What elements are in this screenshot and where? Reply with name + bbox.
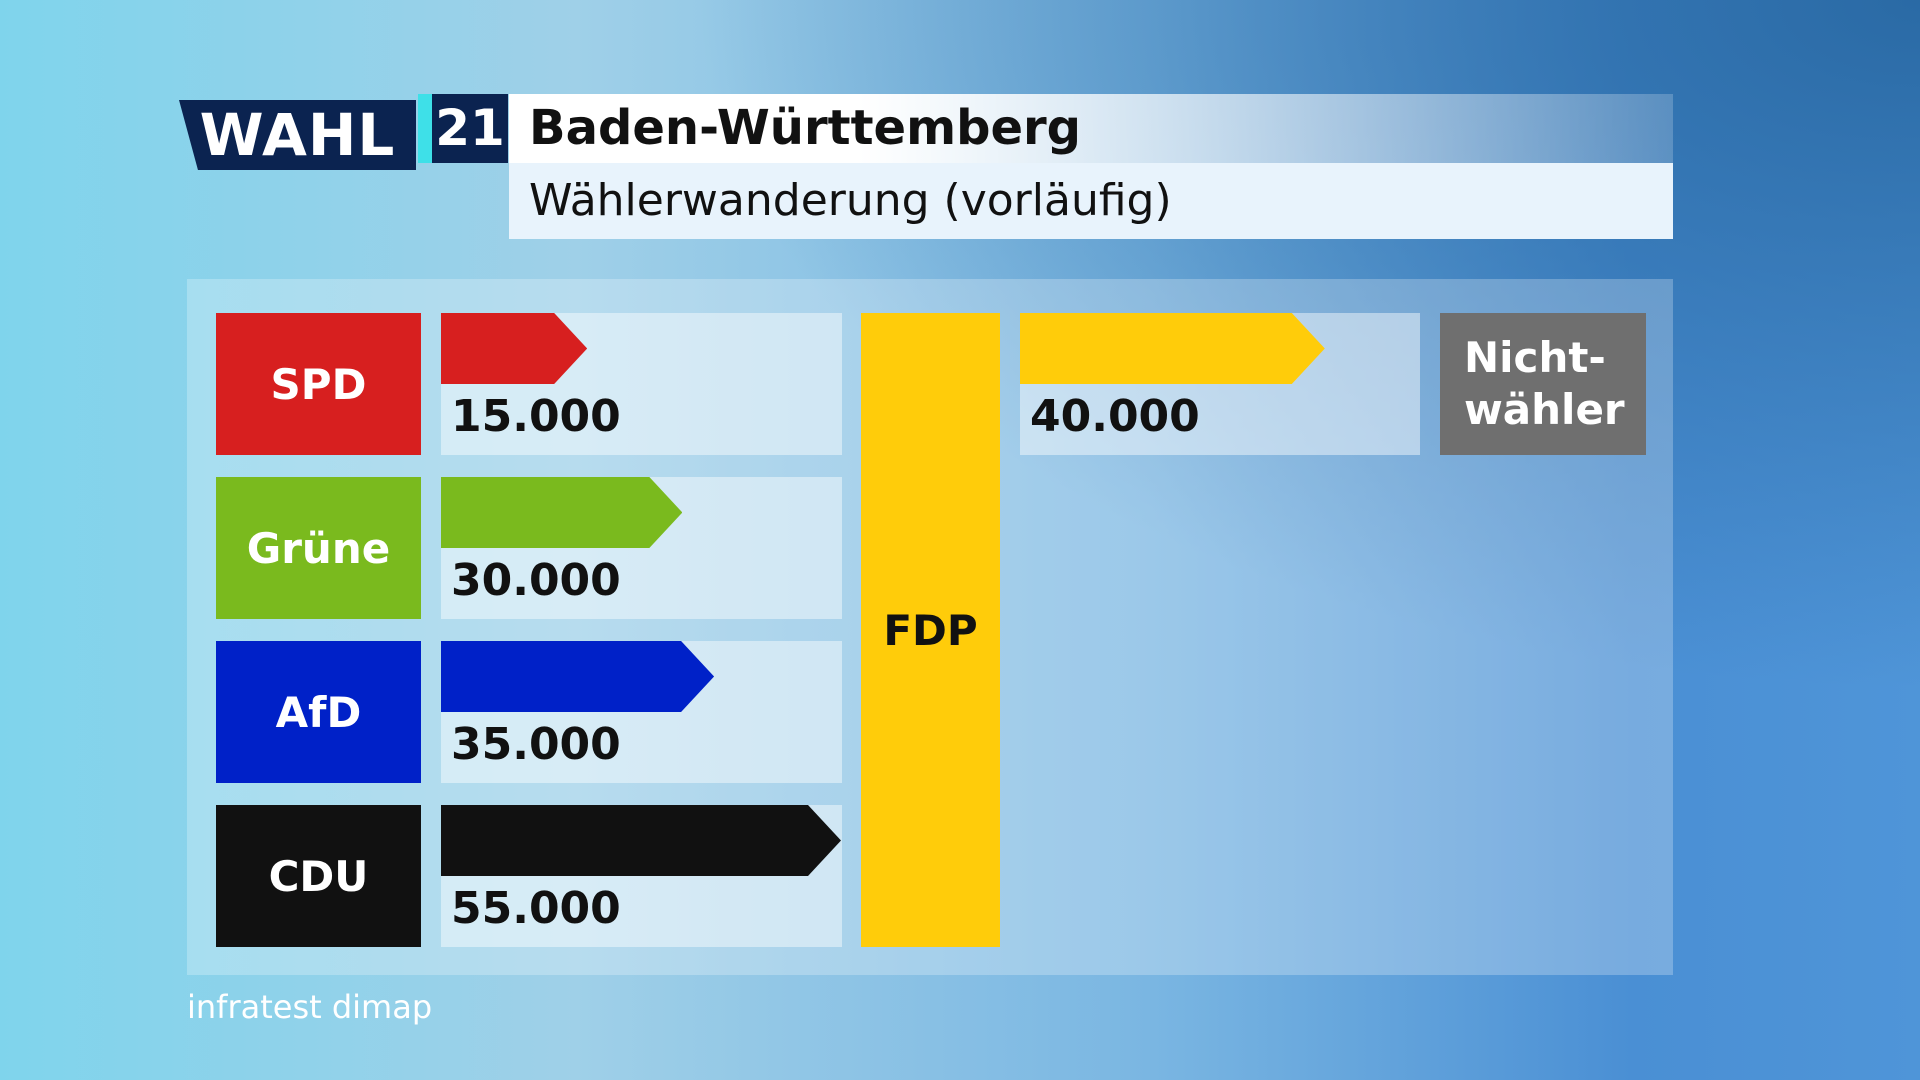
flow-arrow xyxy=(441,313,587,384)
source: infratest dimap xyxy=(187,988,433,1026)
value-label: 15.000 xyxy=(451,391,621,442)
value-label: 35.000 xyxy=(451,719,621,770)
flow-arrow xyxy=(441,805,841,876)
flow-arrow xyxy=(1020,313,1325,384)
value-label: 30.000 xyxy=(451,555,621,606)
target-box: FDP xyxy=(861,313,1000,947)
flow-arrow xyxy=(441,477,682,548)
flow-arrow xyxy=(441,641,714,712)
title: Baden-Württemberg xyxy=(509,94,1673,163)
logo-number: 21 xyxy=(418,94,508,163)
value-label: 40.000 xyxy=(1030,391,1200,442)
party-box: AfD xyxy=(216,641,421,783)
subtitle: Wählerwanderung (vorläufig) xyxy=(509,163,1673,239)
destination-box: Nicht-wähler xyxy=(1440,313,1646,455)
party-box: CDU xyxy=(216,805,421,947)
party-box: SPD xyxy=(216,313,421,455)
party-box: Grüne xyxy=(216,477,421,619)
logo: WAHL xyxy=(179,100,416,170)
value-label: 55.000 xyxy=(451,883,621,934)
